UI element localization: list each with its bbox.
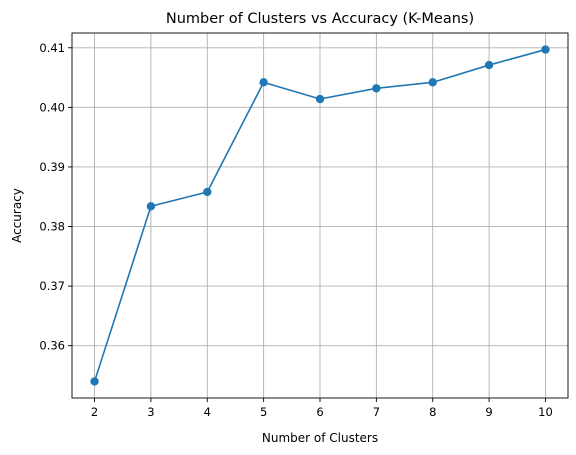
x-tick-label: 3 xyxy=(147,405,154,419)
y-tick-label: 0.39 xyxy=(39,160,65,174)
y-tick-label: 0.38 xyxy=(39,220,65,234)
data-point xyxy=(372,84,381,93)
axis-ticks: 2 3 4 5 6 7 8 9 10 0.36 0.37 0.38 0.39 0.40 0.41 xyxy=(39,41,552,419)
y-tick-label: 0.41 xyxy=(39,41,65,55)
data-series xyxy=(90,45,550,386)
x-tick-label: 5 xyxy=(260,405,267,419)
x-tick-label: 7 xyxy=(373,405,380,419)
y-tick-label: 0.37 xyxy=(39,279,65,293)
x-axis-label: Number of Clusters xyxy=(262,431,378,445)
x-tick-label: 8 xyxy=(429,405,436,419)
chart-title: Number of Clusters vs Accuracy (K-Means) xyxy=(166,11,474,27)
data-point xyxy=(203,187,212,197)
data-point xyxy=(259,78,268,87)
y-tick-label: 0.40 xyxy=(39,100,65,114)
x-tick-label: 10 xyxy=(538,405,553,419)
y-tick-label: 0.36 xyxy=(39,339,65,353)
y-axis-label: Accuracy xyxy=(10,188,24,243)
x-tick-label: 6 xyxy=(316,405,323,419)
x-tick-label: 9 xyxy=(485,405,492,419)
data-point xyxy=(315,94,325,104)
x-tick-label: 4 xyxy=(204,405,211,419)
data-point xyxy=(541,45,550,54)
data-point xyxy=(484,60,494,70)
data-point xyxy=(90,377,99,386)
data-point xyxy=(146,202,156,211)
x-tick-label: 2 xyxy=(91,405,98,419)
grid-lines xyxy=(72,33,568,398)
data-point xyxy=(428,78,437,87)
